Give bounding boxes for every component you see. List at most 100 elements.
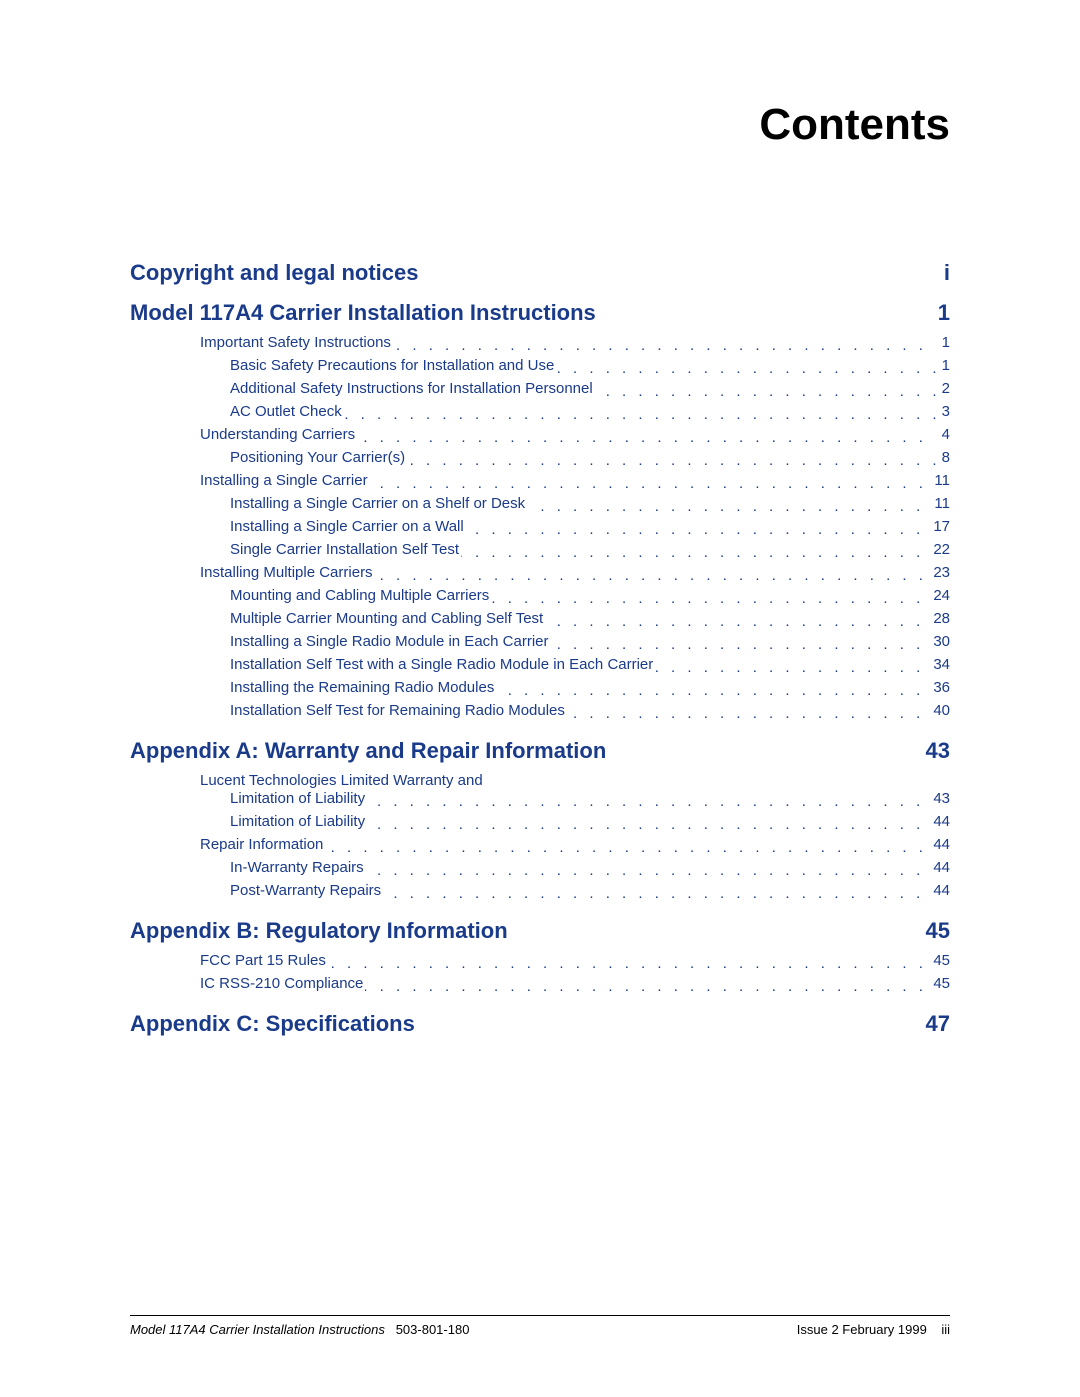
footer-page-number: iii [941, 1322, 950, 1337]
toc-entry-title: Mounting and Cabling Multiple Carriers [230, 587, 491, 604]
footer-doc-title: Model 117A4 Carrier Installation Instruc… [130, 1322, 385, 1337]
toc-section-page: 45 [926, 918, 950, 944]
toc-entry-page: 1 [936, 357, 950, 374]
page-title: Contents [130, 100, 950, 150]
toc-entry-page: 1 [936, 334, 950, 351]
toc-section-title: Model 117A4 Carrier Installation Instruc… [130, 300, 596, 326]
toc-entry-title: Positioning Your Carrier(s) [230, 449, 407, 466]
toc-section[interactable]: Appendix A: Warranty and Repair Informat… [130, 738, 950, 764]
toc-entry[interactable]: . . . . . . . . . . . . . . . . . . . . … [200, 564, 950, 586]
toc-entry-page: 36 [927, 679, 950, 696]
toc-section-page: 1 [938, 300, 950, 326]
toc-entry-title: Multiple Carrier Mounting and Cabling Se… [230, 610, 545, 627]
toc-entry-page: 45 [927, 975, 950, 992]
toc-entry[interactable]: . . . . . . . . . . . . . . . . . . . . … [230, 656, 950, 678]
toc-entry[interactable]: . . . . . . . . . . . . . . . . . . . . … [230, 587, 950, 609]
toc-entry-title: Limitation of Liability [230, 790, 367, 807]
toc-section[interactable]: Appendix C: Specifications 47 [130, 1011, 950, 1037]
toc-section-title: Appendix B: Regulatory Information [130, 918, 508, 944]
toc-entry[interactable]: . . . . . . . . . . . . . . . . . . . . … [230, 495, 950, 517]
toc-entry[interactable]: . . . . . . . . . . . . . . . . . . . . … [230, 790, 950, 812]
toc-entry-page: 2 [936, 380, 950, 397]
footer-issue: Issue 2 February 1999 [797, 1322, 927, 1337]
toc-entry-firstline: Lucent Technologies Limited Warranty and [200, 772, 950, 789]
toc-entry-page: 44 [927, 859, 950, 876]
toc-entry-page: 17 [927, 518, 950, 535]
toc-entry-title: FCC Part 15 Rules [200, 952, 328, 969]
toc-entry-page: 30 [927, 633, 950, 650]
toc-section-title: Appendix A: Warranty and Repair Informat… [130, 738, 606, 764]
toc-section[interactable]: Model 117A4 Carrier Installation Instruc… [130, 300, 950, 326]
toc-entry[interactable]: . . . . . . . . . . . . . . . . . . . . … [230, 859, 950, 881]
toc-entry-title: Repair Information [200, 836, 325, 853]
toc-entry[interactable]: . . . . . . . . . . . . . . . . . . . . … [230, 541, 950, 563]
toc-entry-title: IC RSS-210 Compliance [200, 975, 365, 992]
footer-rule [130, 1315, 950, 1316]
toc-entry-title: Basic Safety Precautions for Installatio… [230, 357, 556, 374]
toc-entry-page: 11 [928, 495, 950, 512]
toc-entry-title: Installation Self Test with a Single Rad… [230, 656, 655, 673]
toc-section-page: 43 [926, 738, 950, 764]
toc-entry-title: Important Safety Instructions [200, 334, 393, 351]
toc-entry[interactable]: . . . . . . . . . . . . . . . . . . . . … [230, 882, 950, 904]
toc-entry-title: Installing a Single Radio Module in Each… [230, 633, 551, 650]
toc-entry-page: 3 [936, 403, 950, 420]
toc-entry[interactable]: . . . . . . . . . . . . . . . . . . . . … [230, 610, 950, 632]
toc-section-title: Copyright and legal notices [130, 260, 418, 286]
toc-entry[interactable]: . . . . . . . . . . . . . . . . . . . . … [230, 813, 950, 835]
toc-entry-title: Post-Warranty Repairs [230, 882, 383, 899]
toc-entry-page: 44 [927, 836, 950, 853]
toc-entry-page: 23 [927, 564, 950, 581]
toc-entry-title: Installing a Single Carrier [200, 472, 370, 489]
footer-doc-number: 503-801-180 [396, 1322, 470, 1337]
toc-entry-page: 34 [927, 656, 950, 673]
toc-entry-page: 40 [927, 702, 950, 719]
toc-entry-title: Limitation of Liability [230, 813, 367, 830]
toc: Copyright and legal notices i Model 117A4 … [130, 260, 950, 1037]
toc-entry-page: 44 [927, 813, 950, 830]
toc-entry[interactable]: . . . . . . . . . . . . . . . . . . . . … [200, 334, 950, 356]
toc-entry-page: 4 [936, 426, 950, 443]
toc-section[interactable]: Copyright and legal notices i [130, 260, 950, 286]
toc-entry[interactable]: . . . . . . . . . . . . . . . . . . . . … [230, 702, 950, 724]
toc-entry-title: Installation Self Test for Remaining Rad… [230, 702, 567, 719]
toc-entry-page: 8 [936, 449, 950, 466]
toc-entry[interactable]: . . . . . . . . . . . . . . . . . . . . … [200, 975, 950, 997]
toc-entry[interactable]: . . . . . . . . . . . . . . . . . . . . … [230, 403, 950, 425]
toc-section-page: i [944, 260, 950, 286]
toc-entry[interactable]: . . . . . . . . . . . . . . . . . . . . … [200, 952, 950, 974]
toc-entry-title: Installing a Single Carrier on a Wall [230, 518, 466, 535]
toc-entry[interactable]: . . . . . . . . . . . . . . . . . . . . … [200, 836, 950, 858]
toc-entry-title: Additional Safety Instructions for Insta… [230, 380, 595, 397]
toc-section[interactable]: Appendix B: Regulatory Information 45 [130, 918, 950, 944]
toc-entry-title: Installing Multiple Carriers [200, 564, 375, 581]
footer-right: Issue 2 February 1999 iii [797, 1322, 950, 1337]
toc-section-title: Appendix C: Specifications [130, 1011, 415, 1037]
footer-left: Model 117A4 Carrier Installation Instruc… [130, 1322, 469, 1337]
toc-entry-page: 24 [927, 587, 950, 604]
toc-entry-page: 22 [927, 541, 950, 558]
toc-entry-title: AC Outlet Check [230, 403, 344, 420]
footer: Model 117A4 Carrier Installation Instruc… [130, 1315, 950, 1337]
toc-entry[interactable]: . . . . . . . . . . . . . . . . . . . . … [230, 449, 950, 471]
toc-entry[interactable]: . . . . . . . . . . . . . . . . . . . . … [200, 472, 950, 494]
toc-entry-page: 11 [928, 472, 950, 489]
toc-entry-title: Understanding Carriers [200, 426, 357, 443]
toc-entry-title: Installing a Single Carrier on a Shelf o… [230, 495, 527, 512]
toc-entry[interactable]: . . . . . . . . . . . . . . . . . . . . … [200, 426, 950, 448]
toc-entry-title: In-Warranty Repairs [230, 859, 366, 876]
footer-row: Model 117A4 Carrier Installation Instruc… [130, 1322, 950, 1337]
toc-entry-title: Single Carrier Installation Self Test [230, 541, 461, 558]
toc-entry[interactable]: . . . . . . . . . . . . . . . . . . . . … [230, 380, 950, 402]
page: Contents Copyright and legal notices i Mod… [0, 0, 1080, 1397]
toc-section-page: 47 [926, 1011, 950, 1037]
toc-entry[interactable]: . . . . . . . . . . . . . . . . . . . . … [230, 518, 950, 540]
toc-entry[interactable]: . . . . . . . . . . . . . . . . . . . . … [230, 633, 950, 655]
toc-entry-page: 28 [927, 610, 950, 627]
toc-entry[interactable]: . . . . . . . . . . . . . . . . . . . . … [230, 679, 950, 701]
toc-entry-page: 44 [927, 882, 950, 899]
toc-entry-page: 43 [927, 790, 950, 807]
toc-entry-page: 45 [927, 952, 950, 969]
toc-entry-title: Installing the Remaining Radio Modules [230, 679, 496, 696]
toc-entry[interactable]: . . . . . . . . . . . . . . . . . . . . … [230, 357, 950, 379]
